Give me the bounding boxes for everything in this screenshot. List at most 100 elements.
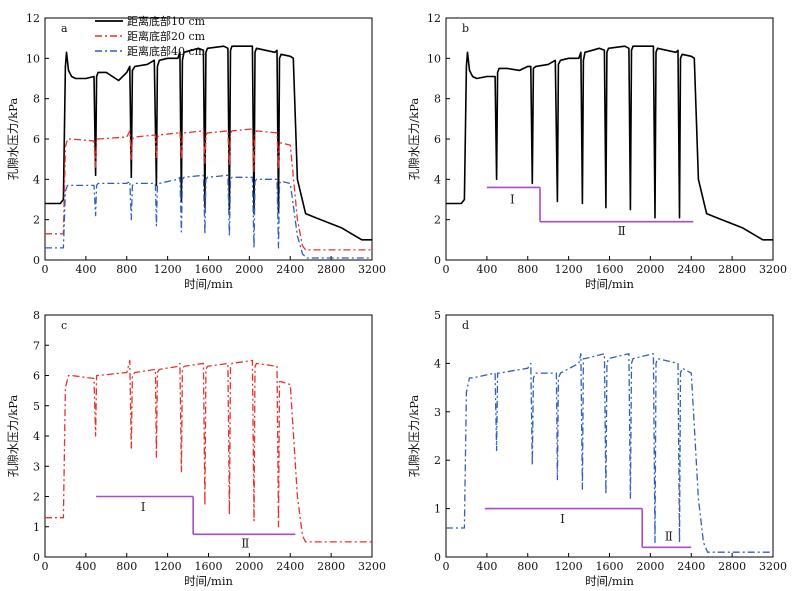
chart-panel-b: 0 400 800 1200 1600 2000 2400 2800 3200 0 2 4 6 8 10 12… — [407, 12, 787, 291]
legend-entry: 距离底部20 cm — [127, 29, 206, 43]
legend-entry: 距离底部40 cm — [127, 44, 206, 58]
x-tick-label: 800 — [517, 560, 538, 573]
stage-label: Ⅰ — [560, 512, 565, 526]
x-tick-label: 2000 — [636, 560, 664, 573]
x-tick-label: 1200 — [154, 560, 182, 573]
x-tick-label: 400 — [476, 560, 497, 573]
panel-letter: c — [61, 319, 67, 332]
series-line-s40 — [45, 174, 372, 259]
y-tick-label: 2 — [33, 491, 40, 504]
y-tick-label: 6 — [33, 370, 40, 383]
x-axis-label: 时间/min — [184, 574, 233, 588]
x-tick-label: 1600 — [195, 263, 223, 276]
stage-label: Ⅱ — [241, 536, 249, 550]
x-axis-label: 时间/min — [585, 574, 634, 588]
panel-letter: d — [462, 319, 469, 332]
y-tick-label: 8 — [434, 93, 441, 106]
x-tick-label: 2400 — [276, 560, 304, 573]
x-tick-label: 1600 — [596, 263, 624, 276]
y-tick-label: 12 — [427, 12, 441, 25]
x-tick-label: 2000 — [235, 560, 263, 573]
y-tick-label: 0 — [33, 254, 40, 267]
x-tick-label: 1600 — [195, 560, 223, 573]
x-axis-label: 时间/min — [184, 277, 233, 291]
y-tick-label: 4 — [33, 430, 40, 443]
y-axis-label: 孔隙水压力/kPa — [6, 395, 20, 478]
x-tick-label: 1200 — [154, 263, 182, 276]
y-tick-label: 8 — [33, 93, 40, 106]
y-tick-label: 0 — [33, 551, 40, 564]
x-tick-label: 400 — [476, 263, 497, 276]
plot-frame — [445, 17, 774, 261]
y-tick-label: 5 — [33, 400, 40, 413]
x-tick-label: 3200 — [358, 263, 386, 276]
y-tick-label: 3 — [33, 460, 40, 473]
x-tick-label: 0 — [42, 560, 49, 573]
series-line-s40 — [446, 353, 773, 553]
panel-letter: b — [462, 22, 469, 35]
x-tick-label: 3200 — [759, 263, 787, 276]
x-tick-label: 2800 — [718, 263, 746, 276]
y-tick-label: 3 — [434, 406, 441, 419]
x-tick-label: 1200 — [555, 560, 583, 573]
x-tick-label: 2400 — [276, 263, 304, 276]
y-tick-label: 4 — [434, 173, 441, 186]
series-line-s20 — [45, 359, 372, 543]
stage-label: Ⅰ — [510, 193, 515, 207]
y-axis-label: 孔隙水压力/kPa — [407, 395, 421, 478]
stage-label: Ⅱ — [618, 224, 626, 238]
chart-panel-c: 0 400 800 1200 1600 2000 2400 2800 3200 0 1 2 3 4 5 6 7 8… — [6, 309, 386, 588]
x-tick-label: 2800 — [317, 560, 345, 573]
x-tick-label: 2800 — [317, 263, 345, 276]
y-tick-label: 0 — [434, 254, 441, 267]
x-tick-label: 0 — [443, 263, 450, 276]
y-tick-label: 7 — [33, 339, 40, 352]
x-tick-label: 800 — [116, 263, 137, 276]
x-tick-label: 2400 — [677, 560, 705, 573]
y-tick-label: 2 — [434, 214, 441, 227]
y-tick-label: 4 — [33, 173, 40, 186]
plot-frame — [44, 314, 373, 558]
x-tick-label: 2000 — [636, 263, 664, 276]
x-tick-label: 800 — [517, 263, 538, 276]
stage-label: Ⅱ — [665, 530, 673, 544]
y-tick-label: 5 — [434, 309, 441, 322]
y-tick-label: 2 — [33, 214, 40, 227]
x-tick-label: 800 — [116, 560, 137, 573]
y-tick-label: 0 — [434, 551, 441, 564]
y-tick-label: 2 — [434, 454, 441, 467]
x-tick-label: 400 — [75, 263, 96, 276]
chart-panel-a: 0 400 800 1200 1600 2000 2400 2800 3200 0 2 4 6 8 10 12… — [6, 12, 386, 291]
stage-label: Ⅰ — [141, 500, 146, 514]
y-tick-label: 1 — [33, 521, 40, 534]
y-tick-label: 10 — [26, 52, 40, 65]
panel-letter: a — [61, 22, 68, 35]
x-tick-label: 1200 — [555, 263, 583, 276]
plot-frame — [44, 17, 373, 261]
y-tick-label: 12 — [26, 12, 40, 25]
x-tick-label: 2400 — [677, 263, 705, 276]
y-tick-label: 6 — [33, 133, 40, 146]
series-line-s10 — [45, 45, 372, 241]
chart-panel-d: 0 400 800 1200 1600 2000 2400 2800 3200 0 1 2 3 4 5 时间/… — [407, 309, 787, 588]
y-tick-label: 6 — [434, 133, 441, 146]
x-tick-label: 0 — [443, 560, 450, 573]
y-tick-label: 4 — [434, 357, 441, 370]
y-axis-label: 孔隙水压力/kPa — [6, 98, 20, 181]
plot-frame — [445, 314, 774, 558]
x-tick-label: 2800 — [718, 560, 746, 573]
y-tick-label: 8 — [33, 309, 40, 322]
series-line-s10 — [446, 45, 773, 241]
x-axis-label: 时间/min — [585, 277, 634, 291]
y-axis-label: 孔隙水压力/kPa — [407, 98, 421, 181]
y-tick-label: 10 — [427, 52, 441, 65]
series-line-s20 — [45, 128, 372, 251]
legend-entry: 距离底部10 cm — [127, 14, 206, 28]
x-tick-label: 2000 — [235, 263, 263, 276]
x-tick-label: 3200 — [759, 560, 787, 573]
x-tick-label: 1600 — [596, 560, 624, 573]
x-tick-label: 0 — [42, 263, 49, 276]
x-tick-label: 3200 — [358, 560, 386, 573]
x-tick-label: 400 — [75, 560, 96, 573]
